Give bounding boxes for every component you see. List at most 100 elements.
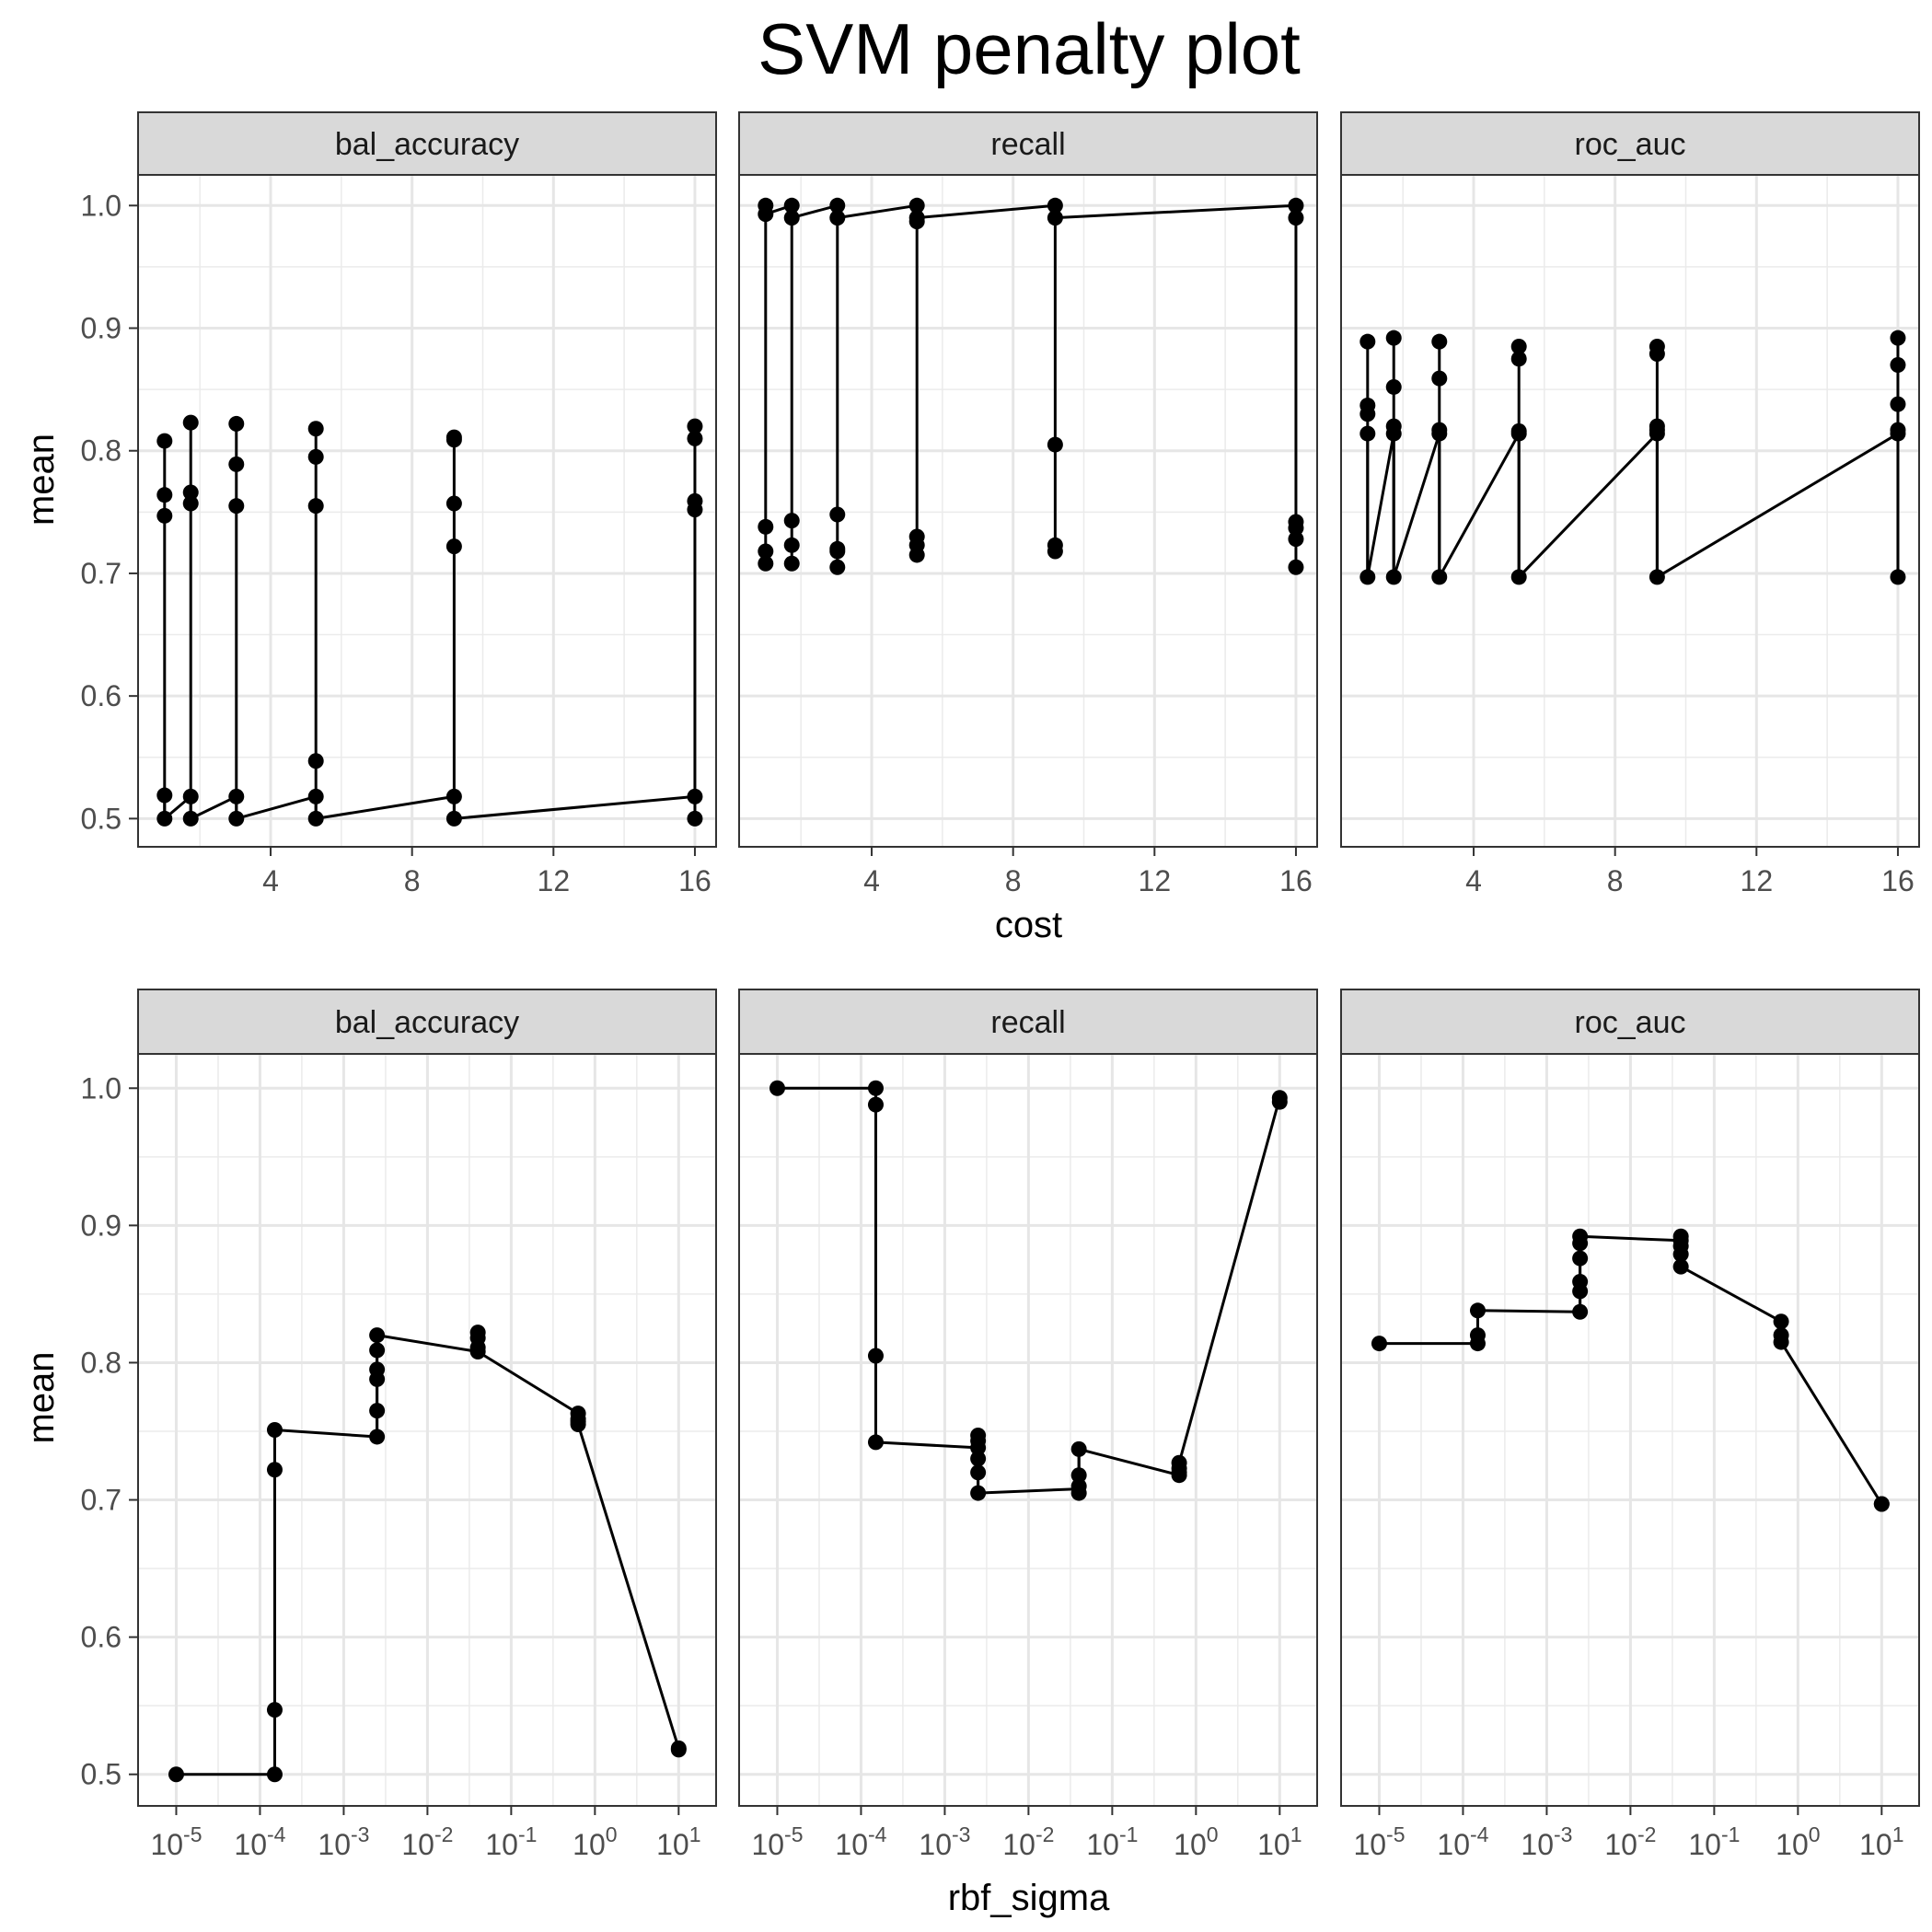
data-point [445,495,462,512]
x-tick-label: 101 [1859,1822,1903,1861]
x-tick-label: 12 [538,864,571,897]
data-point [266,1462,283,1478]
grid-lines [1341,175,1919,847]
data-point [908,197,925,214]
data-point [1510,569,1527,585]
x-tick-label: 100 [573,1822,617,1861]
x-tick-label: 101 [656,1822,700,1861]
data-point [769,1080,785,1096]
data-point [783,197,800,214]
data-point [369,1429,386,1445]
data-point [1510,425,1527,442]
y-tick-label: 0.7 [81,1484,121,1517]
data-point [1359,425,1376,442]
x-tick-label: 10-4 [835,1822,886,1861]
x-tick-label: 4 [863,864,880,897]
x-axis-title: rbf_sigma [948,1878,1110,1918]
data-point [687,810,703,827]
facet-strip [137,989,717,1055]
x-tick-label: 8 [1005,864,1022,897]
data-point [1431,569,1448,585]
x-tick-label: 10-2 [1002,1822,1054,1861]
panel-roc_auc-1: roc_auc 4 8 12 16 [1340,111,1920,897]
data-point [1288,197,1304,214]
facet-row-1: bal_accuracy 4 8 12 16 0.5 0.6 0.7 0.8 0.9 1.0 reca… [21,111,1920,945]
y-tick-label: 1.0 [81,189,121,222]
data-point [1649,425,1665,442]
x-tick-label: 100 [1776,1822,1820,1861]
data-point [1773,1313,1789,1330]
data-point [156,787,173,804]
x-tick-label: 10-5 [1353,1822,1405,1861]
data-point [1672,1246,1689,1263]
data-point [1171,1467,1187,1484]
x-tick-label: 10-5 [150,1822,202,1861]
data-point [1359,569,1376,585]
facet-grid: bal_accuracy 4 8 12 16 0.5 0.6 0.7 0.8 0.9 1.0 reca… [21,111,1920,1918]
x-tick-label: 16 [1279,864,1313,897]
data-point [1649,569,1665,585]
data-point [1672,1258,1689,1275]
data-point [970,1440,987,1456]
data-point [783,513,800,529]
data-point [1070,1485,1087,1501]
data-point [970,1464,987,1481]
y-tick-label: 1.0 [81,1071,121,1105]
grid-lines [1341,1054,1919,1806]
x-tick-label: 8 [404,864,421,897]
x-tick-label: 4 [262,864,279,897]
data-point [570,1417,586,1433]
data-point [829,559,846,575]
data-point [156,810,173,827]
data-point [228,498,245,515]
data-point [369,1327,386,1344]
data-point [445,432,462,448]
data-point [687,430,703,446]
x-tick-label: 10-2 [401,1822,453,1861]
x-tick-label: 10-1 [1688,1822,1740,1861]
data-point [369,1371,386,1387]
data-point [970,1485,987,1501]
data-point [1288,520,1304,537]
facet-strip [1340,111,1920,176]
data-point [829,506,846,523]
data-point [1047,210,1063,226]
y-tick-label: 0.9 [81,1209,121,1242]
data-point [156,507,173,524]
data-point [1288,210,1304,226]
data-point [687,502,703,518]
y-tick-label: 0.6 [81,679,121,712]
data-point [1890,356,1906,373]
panel-background [1341,175,1919,847]
y-tick-label: 0.8 [81,1346,121,1379]
panel-border [1340,174,1920,848]
data-point [307,498,324,515]
x-tick-label: 10-3 [1521,1822,1572,1861]
data-point [908,214,925,230]
panel-background [138,175,716,847]
data-point [687,788,703,804]
panel-bal_accuracy-1: bal_accuracy 4 8 12 16 0.5 0.6 0.7 0.8 0.9 1.0 [81,111,717,897]
grid-lines [739,1054,1317,1806]
y-tick-label: 0.8 [81,434,121,468]
data-point [758,518,774,535]
y-tick-label: 0.7 [81,557,121,590]
x-tick-label: 10-3 [318,1822,369,1861]
data-point [758,543,774,560]
facet-row-2: bal_accuracy 10-5 10-4 10-3 10-2 10-1 100 101 0.… [21,989,1920,1918]
data-point [783,537,800,553]
data-point [369,1403,386,1419]
data-point [867,1434,884,1451]
path-line [1366,432,1900,579]
panel-bal_accuracy-2: bal_accuracy 10-5 10-4 10-3 10-2 10-1 100 101 0.… [81,989,717,1861]
data-point [1510,351,1527,367]
y-axis-title: mean [21,434,62,526]
data-point [1431,370,1448,387]
facet-strip [137,111,717,176]
data-point [1359,333,1376,350]
facet-strip-label: bal_accuracy [335,127,519,162]
x-tick-label: 10-3 [919,1822,970,1861]
data-point [156,487,173,503]
data-point [1288,531,1304,548]
